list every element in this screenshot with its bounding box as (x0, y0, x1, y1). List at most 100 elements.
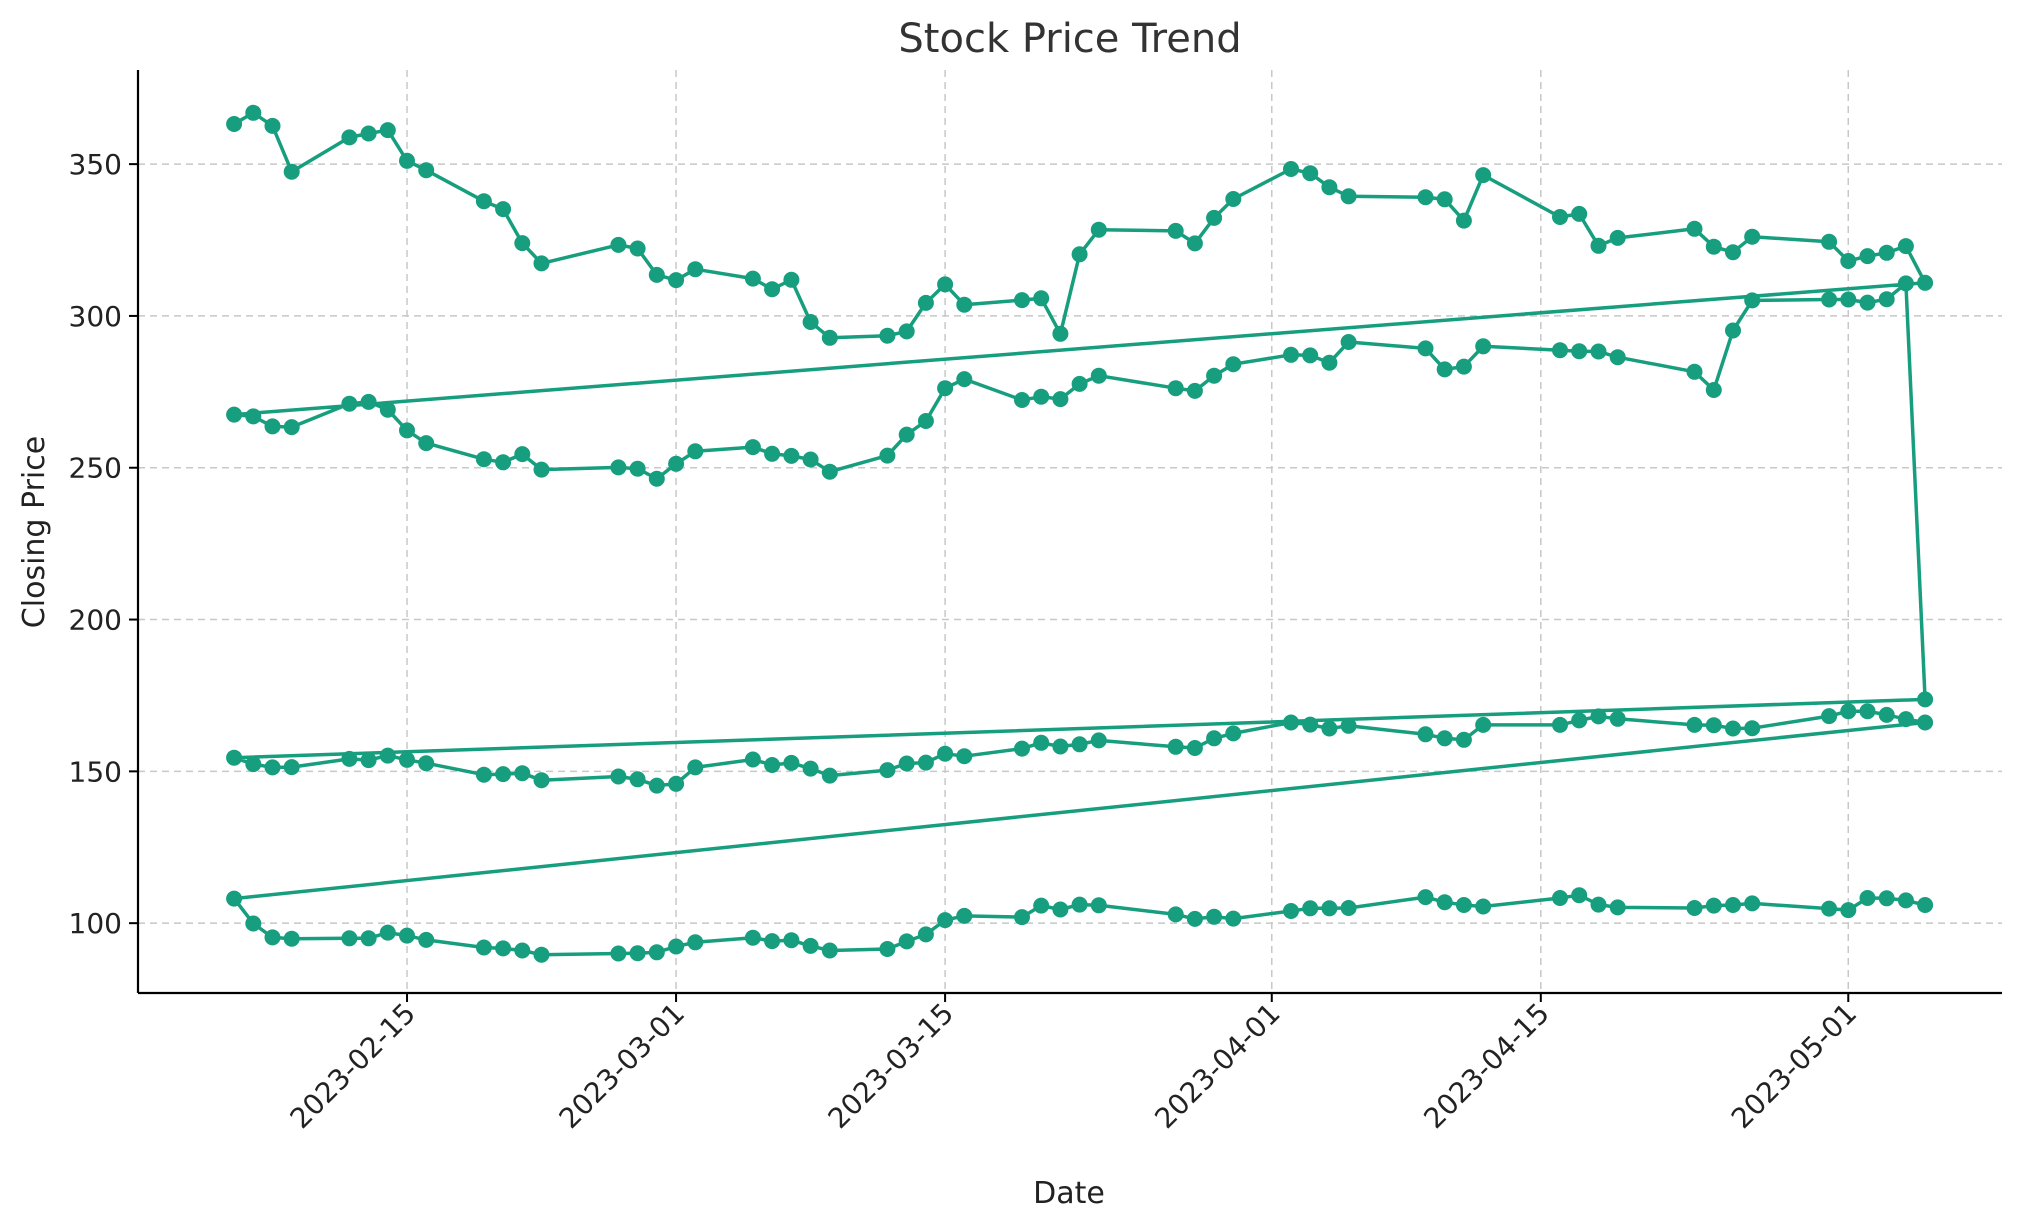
data-point (744, 929, 761, 946)
data-point (475, 451, 492, 468)
data-point (475, 766, 492, 783)
data-point (1225, 910, 1242, 927)
data-point (226, 116, 243, 132)
data-point (1283, 903, 1299, 919)
data-point (956, 748, 973, 765)
data-point (1475, 898, 1492, 915)
data-point (764, 281, 781, 298)
data-point (1014, 740, 1030, 757)
data-point (1186, 235, 1203, 252)
data-point (1840, 703, 1857, 720)
data-point (1686, 900, 1703, 916)
data-point (1436, 730, 1453, 747)
data-point (1571, 887, 1588, 904)
grid (138, 70, 2002, 993)
data-point (379, 747, 396, 764)
data-point (245, 408, 262, 425)
data-point (1897, 892, 1914, 909)
data-point (1705, 717, 1722, 734)
data-point (1725, 322, 1741, 339)
data-point (879, 327, 896, 344)
data-point (1917, 274, 1934, 291)
data-point (783, 447, 800, 464)
data-point (1052, 901, 1069, 918)
data-point (1878, 291, 1895, 308)
data-point (668, 938, 685, 955)
data-point (1302, 347, 1319, 364)
data-point (1455, 358, 1472, 375)
data-point (898, 755, 915, 772)
data-point (1340, 900, 1357, 916)
data-point (1859, 890, 1876, 906)
data-point (264, 117, 281, 134)
data-point (1725, 720, 1741, 737)
data-point (1302, 165, 1319, 182)
data-point (283, 163, 300, 180)
data-point (1705, 382, 1722, 398)
data-point (418, 931, 435, 948)
data-point (917, 926, 934, 943)
data-point (937, 380, 954, 397)
data-point (1917, 691, 1934, 708)
data-point (917, 754, 934, 771)
data-point (514, 942, 531, 959)
data-point (1917, 897, 1934, 913)
data-point (399, 927, 415, 944)
data-point (1878, 890, 1895, 907)
data-point (514, 446, 531, 463)
data-point (744, 751, 761, 768)
data-point (360, 752, 377, 769)
data-point (802, 937, 819, 954)
data-point (821, 942, 838, 959)
data-point (245, 756, 262, 773)
data-point (1571, 712, 1588, 729)
data-point (898, 323, 915, 340)
data-point (1071, 736, 1088, 753)
data-point (495, 454, 512, 471)
y-axis-label: Closing Price (17, 436, 52, 628)
data-point (1225, 356, 1242, 373)
data-point (1590, 343, 1607, 360)
data-point (1878, 244, 1895, 261)
data-point (783, 754, 800, 771)
data-point (1090, 367, 1107, 384)
data-point (226, 890, 243, 907)
data-point (629, 240, 646, 257)
y-tick-label: 250 (69, 452, 122, 485)
data-point (1340, 717, 1357, 734)
data-point (1167, 738, 1184, 755)
data-point (744, 439, 761, 456)
data-point (879, 762, 896, 779)
data-point (764, 445, 781, 462)
y-tick-label: 300 (69, 300, 122, 333)
y-tick-label: 200 (69, 604, 122, 637)
data-point (1071, 896, 1088, 913)
data-point (1090, 221, 1107, 238)
data-point (341, 750, 358, 767)
data-point (1206, 367, 1223, 384)
data-point (1090, 897, 1107, 914)
data-point (802, 760, 819, 777)
data-point (1686, 363, 1703, 380)
data-point (341, 395, 358, 412)
data-point (1571, 343, 1588, 360)
x-axis-label: Date (1033, 1176, 1105, 1211)
data-point (668, 272, 685, 289)
data-point (1225, 725, 1242, 742)
data-point (1167, 380, 1184, 397)
data-point (1206, 908, 1223, 925)
data-point (1859, 294, 1876, 311)
data-point (610, 945, 627, 962)
data-point (283, 419, 300, 436)
y-tick-label: 100 (69, 907, 122, 940)
data-point (1552, 342, 1568, 359)
data-point (1014, 392, 1030, 408)
data-point (1590, 237, 1607, 254)
data-point (764, 757, 781, 773)
data-point (1686, 716, 1703, 733)
data-point (1705, 238, 1722, 255)
data-point (1436, 894, 1453, 911)
data-point (1186, 382, 1203, 399)
data-point (399, 751, 415, 768)
